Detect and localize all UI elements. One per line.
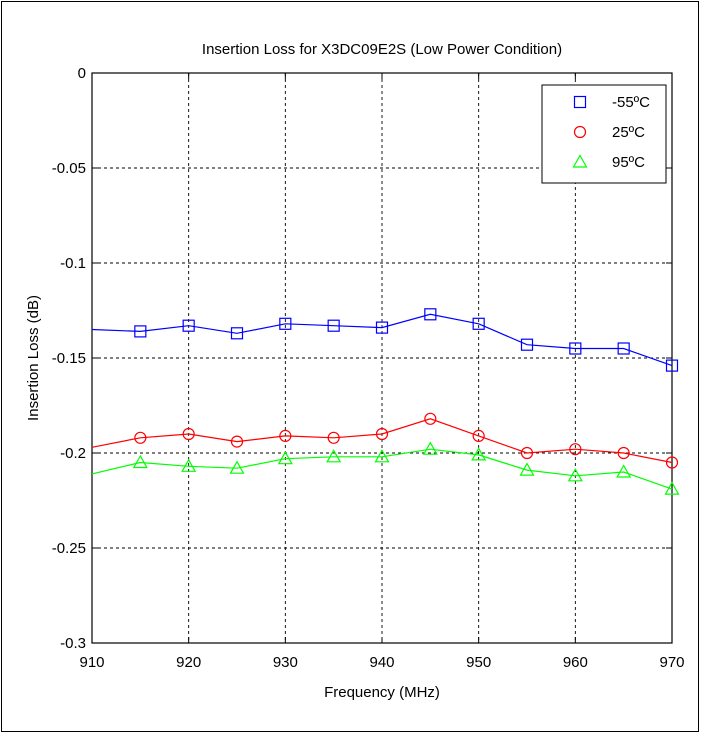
data-point [230, 435, 244, 448]
x-tick-label: 910 [79, 654, 104, 671]
y-tick-label: -0.1 [60, 255, 86, 272]
data-point [277, 450, 293, 465]
legend-label: -55ºC [612, 94, 650, 111]
chart-title: Insertion Loss for X3DC09E2S (Low Power … [202, 41, 562, 58]
data-point [567, 468, 583, 482]
data-point [665, 359, 679, 372]
x-tick-label: 950 [466, 654, 491, 671]
data-point [519, 462, 535, 476]
y-tick-label: -0.15 [52, 350, 86, 367]
x-tick-label: 940 [369, 654, 394, 671]
x-tick-label: 960 [563, 654, 588, 671]
x-tick-label: 920 [176, 654, 201, 671]
data-point [181, 458, 197, 472]
y-tick-label: 0 [78, 65, 86, 82]
data-point [326, 449, 342, 463]
series-0 [91, 308, 679, 372]
data-point [375, 321, 389, 334]
y-tick-label: -0.3 [60, 635, 86, 652]
data-point [569, 443, 582, 456]
series-2 [91, 441, 680, 495]
x-axis-label: Frequency (MHz) [324, 684, 440, 701]
series-1 [91, 412, 679, 469]
data-point [229, 460, 245, 474]
x-tick-label: 930 [273, 654, 298, 671]
data-point [132, 454, 148, 469]
data-point [617, 342, 630, 355]
data-point [472, 429, 485, 442]
data-point [569, 342, 582, 355]
data-point [664, 481, 680, 495]
data-point [230, 327, 244, 340]
grid [92, 73, 672, 643]
x-tick-label: 970 [659, 654, 684, 671]
data-point [374, 449, 390, 463]
axis-ticks: 910 920 930 940 950 960 970 0 -0.05 -0.1 -0.15 -0.2… [52, 65, 685, 671]
y-tick-label: -0.25 [52, 540, 86, 557]
data-point [472, 317, 485, 330]
data-point [424, 308, 437, 321]
data-point [375, 427, 389, 441]
data-point [617, 446, 630, 460]
series-line [91, 313, 673, 367]
data-point [182, 319, 195, 332]
data-point [134, 325, 147, 338]
data-point [327, 319, 340, 332]
legend-marker [573, 95, 587, 109]
data-point [520, 446, 534, 460]
data-point [182, 427, 195, 441]
data-point [520, 338, 534, 351]
y-axis-label: Insertion Loss (dB) [25, 295, 42, 421]
legend-marker [572, 154, 588, 168]
data-point [279, 317, 292, 330]
data-point [327, 431, 340, 444]
legend-label: 25ºC [612, 124, 645, 141]
data-point [134, 431, 147, 444]
legend-label: 95ºC [612, 154, 645, 171]
series-group [91, 308, 680, 495]
y-tick-label: -0.2 [60, 445, 86, 462]
data-point [424, 412, 437, 425]
series-line [91, 418, 673, 464]
data-point [471, 447, 487, 461]
data-point [616, 464, 632, 478]
data-point [422, 441, 438, 455]
data-point [665, 456, 679, 469]
y-tick-label: -0.05 [52, 160, 86, 177]
legend: -55ºC 25ºC 95ºC [541, 84, 667, 184]
series-line [91, 448, 673, 490]
legend-box [541, 84, 667, 184]
legend-marker [573, 125, 587, 139]
data-point [279, 429, 292, 442]
